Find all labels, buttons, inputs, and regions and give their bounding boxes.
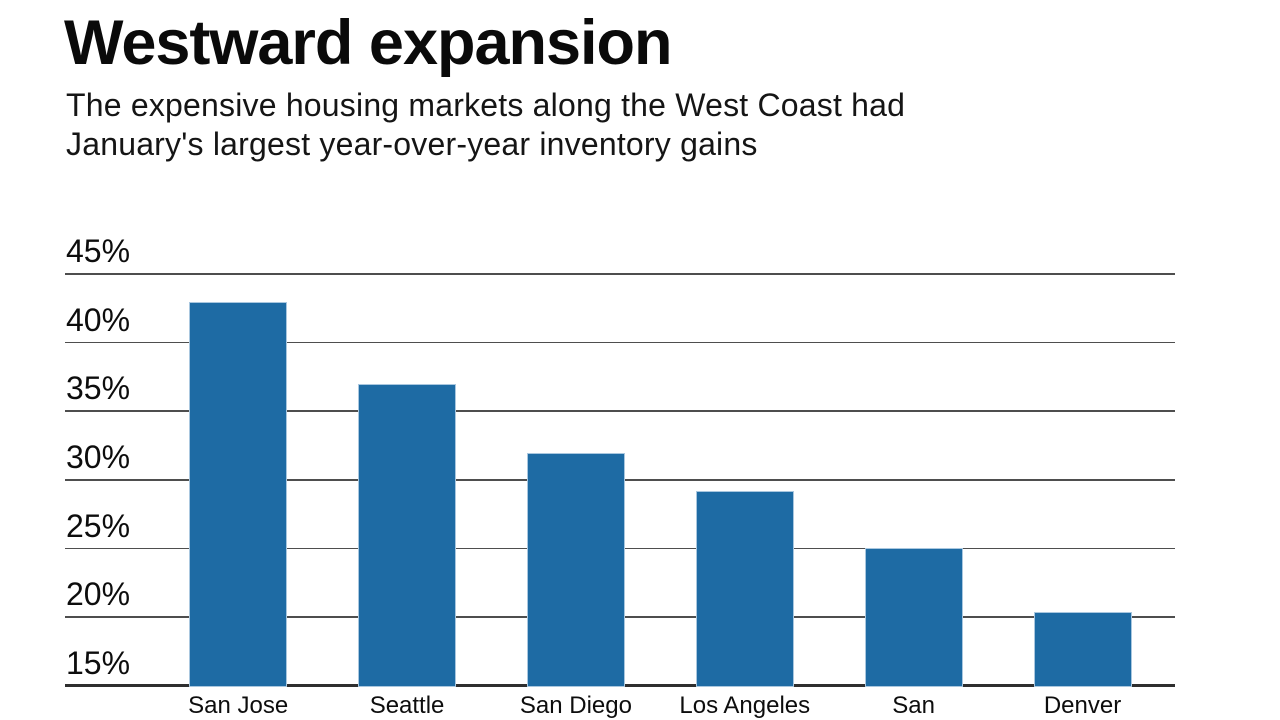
chart-subtitle-line-2: January's largest year-over-year invento… [66,126,758,162]
bar-denver [1033,612,1132,687]
chart-title: Westward expansion [64,8,673,78]
bar-san [864,547,963,687]
y-tick-label-45: 45% [66,233,131,269]
x-label-san: San [892,692,935,719]
bar-los-angeles [695,491,794,687]
gridline-40 [65,341,1175,344]
bar-san-jose [189,301,288,687]
gridline-35 [65,410,1175,412]
x-label-denver: Denver [1043,692,1122,719]
x-label-los-angeles: Los Angeles [679,692,811,719]
bar-seattle [358,384,457,687]
y-tick-label-35: 35% [66,370,131,407]
x-label-san-jose: San Jose [188,692,289,719]
bar-san-diego [526,452,625,687]
y-tick-label-15: 15% [66,645,131,681]
x-label-seattle: Seattle [369,692,445,719]
chart-subtitle-line-1: The expensive housing markets along the … [66,87,906,123]
y-tick-label-25: 25% [66,507,131,544]
y-tick-label-20: 20% [66,576,131,613]
chart-subtitle: The expensive housing markets along the … [66,86,905,164]
y-tick-label-30: 30% [66,439,131,475]
gridline-45 [65,273,1175,275]
x-label-san-diego: San Diego [519,692,632,719]
y-tick-label-40: 40% [66,301,131,338]
